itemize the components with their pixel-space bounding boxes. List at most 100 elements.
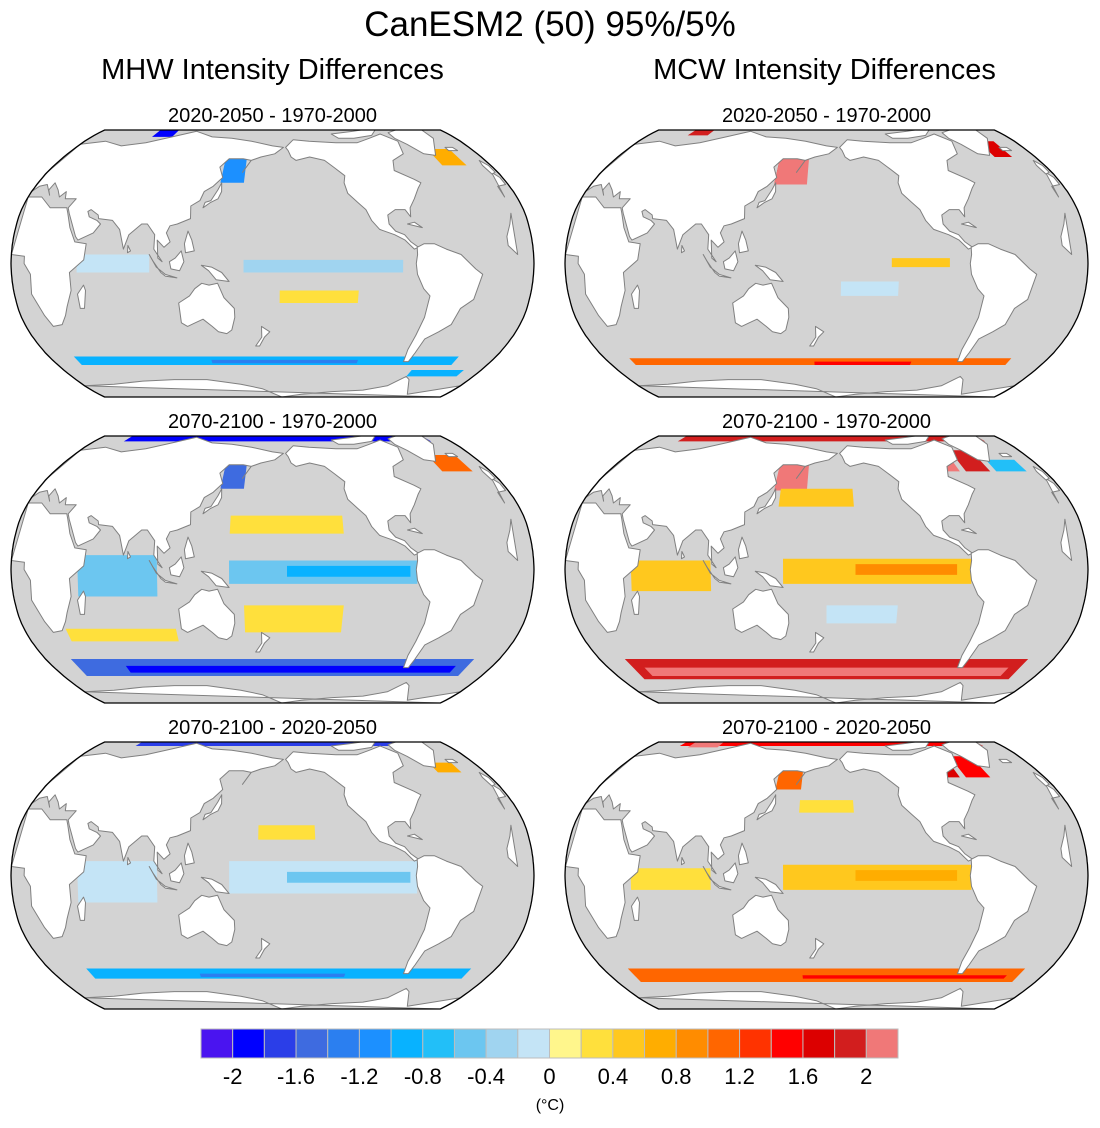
- colorbar-tick-label: -1.2: [340, 1064, 379, 1089]
- colorbar-box: [390, 1028, 424, 1059]
- landmass-eurasia-east: [31, 436, 284, 569]
- landmass-greenland: [941, 436, 991, 462]
- landmass-new-zealand: [255, 325, 271, 347]
- landmass-new-zealand: [255, 937, 271, 959]
- landmass-madagascar: [631, 284, 640, 309]
- anomaly-patch: Arctic margin: -2: [123, 436, 432, 442]
- landmass-australia: [178, 894, 236, 947]
- colorbar-box: [739, 1028, 772, 1059]
- landmass-north-america: [285, 133, 422, 250]
- landmass-madagascar: [77, 284, 86, 309]
- landmass-australia: [178, 588, 236, 641]
- anomaly-patch: Southern Ocean band core: -1.3: [211, 359, 359, 364]
- landmass-eurasia-east: [585, 436, 838, 569]
- landmass-eurasia-east: [31, 130, 284, 263]
- colorbar-box: [517, 1028, 551, 1059]
- colorbar-box: [707, 1028, 741, 1059]
- landmass-japan: [756, 182, 777, 209]
- colorbar-tick-label: 1.2: [724, 1064, 755, 1089]
- colorbar-tick-label: 0.8: [660, 1064, 692, 1089]
- landmass-cuba: [407, 833, 423, 841]
- landmass-north-america: [839, 133, 976, 250]
- landmass-japan: [202, 794, 223, 821]
- landmass-iceland: [998, 452, 1013, 458]
- anomaly-patch: Southern Ocean band core: 1.4: [814, 361, 912, 365]
- anomaly-patch: North Pacific: 0.2: [258, 825, 316, 840]
- landmass-north-america: [839, 439, 976, 556]
- landmass-new-guinea: [200, 876, 230, 894]
- column-title-mhw: MHW Intensity Differences: [101, 54, 444, 86]
- landmass-philippines: [183, 230, 195, 254]
- colorbar-box: [865, 1028, 899, 1059]
- panel-title: 2070-2100 - 1970-2000: [721, 411, 932, 433]
- colorbar-box: [834, 1028, 867, 1059]
- map-panel-mhw-2070-2100-minus-1970-2000: Southern Ocean band: -1.6Southern Ocean …: [10, 435, 535, 704]
- landmass-iceland: [444, 146, 459, 152]
- map-frame: [10, 435, 535, 704]
- map-panel-mhw-2070-2100-minus-2020-2050: Southern Ocean band: -1Southern Ocean ba…: [10, 741, 535, 1010]
- landmass-sumatra-java: [702, 560, 732, 585]
- colorbar-box: [612, 1028, 646, 1059]
- landmass-madagascar: [631, 590, 640, 615]
- anomaly-patch: Southern Ocean band core: -1.3: [199, 973, 346, 977]
- anomaly-patch: Labrador Sea: 1.8: [949, 450, 991, 472]
- landmass-south-america: [957, 549, 1038, 669]
- anomaly-patch: Tropical Indian Ocean: 0.2: [630, 868, 711, 890]
- landmass-eurasia-west: [1045, 477, 1061, 504]
- landmass-iceland: [998, 146, 1013, 152]
- landmass-sumatra-java: [702, 254, 732, 279]
- colorbar-box: [232, 1028, 265, 1059]
- anomaly-patch: Equatorial Pacific core: 0.8: [855, 564, 958, 575]
- colorbar-box: [453, 1028, 487, 1059]
- anomaly-patch: Southern Ocean band core: 1.4: [802, 975, 1007, 979]
- colorbar-box: [263, 1028, 297, 1059]
- map-panel-mcw-2020-2050-minus-1970-2000: Southern Ocean band: 1Southern Ocean ban…: [564, 129, 1089, 398]
- landmass-greenland: [941, 130, 991, 156]
- colorbar-tick-label: 0: [543, 1064, 556, 1089]
- landmass-cuba: [961, 527, 977, 535]
- landmass-antarctica: [638, 681, 1015, 703]
- map-frame: [564, 129, 1089, 398]
- landmass-borneo: [722, 250, 739, 272]
- landmass-arctic-islands: [330, 742, 376, 751]
- anomaly-patch: Tropical Indian Ocean: -0.2: [77, 861, 158, 903]
- map-panel-mcw-2070-2100-minus-2020-2050: Southern Ocean band: 1Southern Ocean ban…: [564, 741, 1089, 1010]
- map-frame: [10, 129, 535, 398]
- anomaly-patch: Eastern Equatorial Pacific: 0.4: [891, 258, 950, 268]
- anomaly-patch: Sea of Okhotsk: 2.2: [774, 459, 810, 491]
- anomaly-patch: Arctic Siberian shelf: 2.2: [687, 742, 724, 748]
- landmass-sri-lanka: [681, 245, 685, 254]
- landmass-south-america: [403, 855, 484, 975]
- landmass-uk: [1032, 159, 1050, 175]
- landmass-sumatra-java: [148, 866, 178, 891]
- anomaly-patch: South Pacific: -0.2: [840, 281, 899, 296]
- landmass-new-zealand: [809, 631, 825, 653]
- map-frame: [564, 741, 1089, 1010]
- map-panel-mhw-2020-2050-minus-1970-2000: Southern Ocean band: -1Southern Ocean ba…: [10, 129, 535, 398]
- landmass-sumatra-java: [148, 254, 178, 279]
- anomaly-patch: South Indian: 0.2: [65, 628, 179, 642]
- anomaly-patch: Equatorial Pacific: -0.4: [243, 259, 404, 273]
- landmass-sri-lanka: [127, 551, 131, 560]
- anomaly-patch: Arctic Siberian shelf: -2: [152, 130, 180, 137]
- figure-title: CanESM2 (50) 95%/5%: [364, 5, 736, 44]
- landmass-philippines: [737, 842, 749, 866]
- anomaly-patch: Equatorial Pacific core: -1: [287, 565, 411, 577]
- panel-title: 2070-2100 - 2020-2050: [167, 717, 378, 739]
- landmass-borneo: [168, 250, 185, 272]
- anomaly-patch: Tropical Indian Ocean: -0.2: [76, 254, 150, 273]
- landmass-iceland: [444, 452, 459, 458]
- anomaly-patch: North Pacific: 0.2: [229, 515, 344, 534]
- anomaly-patch: Equatorial Pacific core: -0.6: [287, 871, 411, 883]
- landmass-sri-lanka: [127, 857, 131, 866]
- anomaly-patch: South Atlantic sector: -1: [406, 370, 464, 377]
- colorbar-tick-label: -0.4: [467, 1064, 506, 1089]
- landmass-eurasia-east: [585, 742, 838, 875]
- landmass-cuba: [407, 221, 423, 229]
- panel-title: 2070-2100 - 1970-2000: [167, 411, 378, 433]
- landmass-japan: [202, 182, 223, 209]
- landmass-australia: [178, 282, 236, 335]
- landmass-eurasia-east: [31, 742, 284, 875]
- landmass-north-america: [839, 745, 976, 862]
- landmass-arctic-islands: [330, 130, 376, 139]
